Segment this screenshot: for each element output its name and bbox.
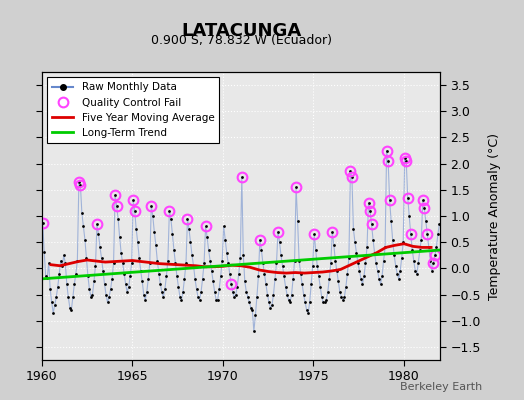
Y-axis label: Temperature Anomaly (°C): Temperature Anomaly (°C) [488,132,501,300]
Text: Berkeley Earth: Berkeley Earth [400,382,482,392]
Text: 0.900 S, 78.832 W (Ecuador): 0.900 S, 78.832 W (Ecuador) [150,34,332,47]
Text: LATACUNGA: LATACUNGA [181,22,301,40]
Legend: Raw Monthly Data, Quality Control Fail, Five Year Moving Average, Long-Term Tren: Raw Monthly Data, Quality Control Fail, … [47,77,220,143]
